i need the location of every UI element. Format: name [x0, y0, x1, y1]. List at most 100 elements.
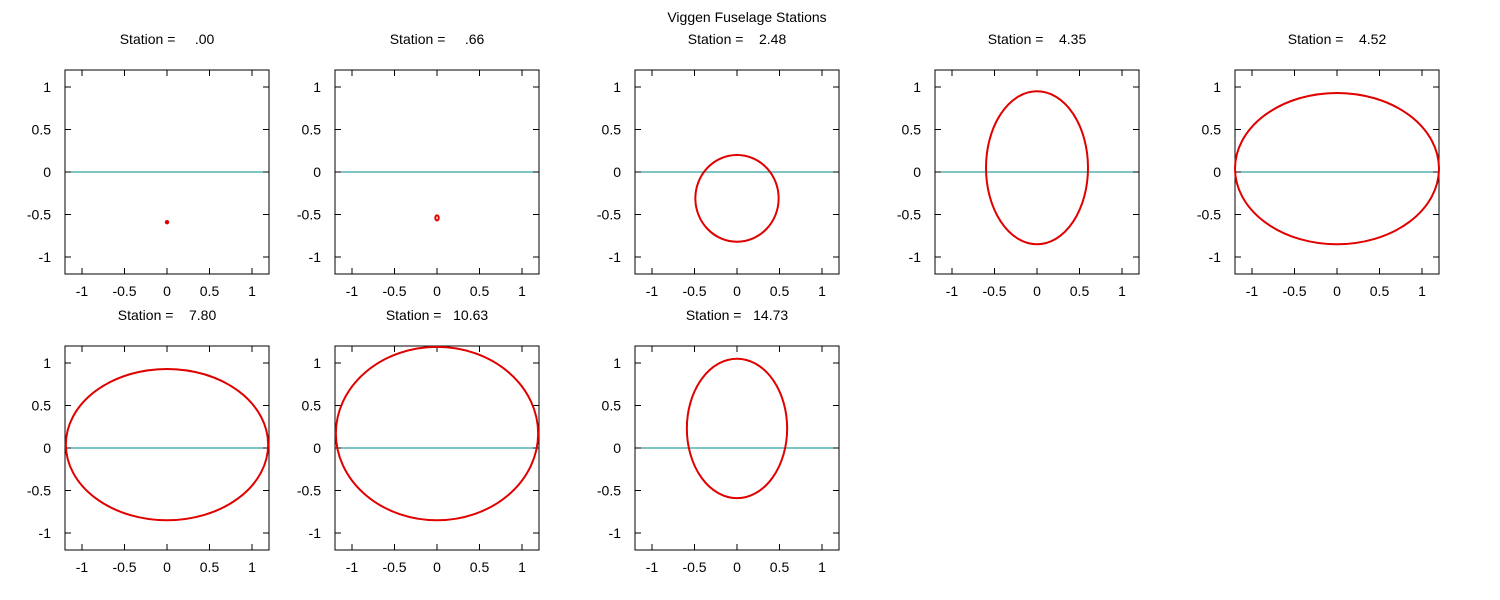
y-tick-label: 0.5	[1202, 122, 1222, 138]
y-tick-label: 0.5	[32, 122, 52, 138]
y-tick-label: 0.5	[32, 398, 52, 414]
station-panels: Station = .00-1 -0.5 0 0.5 110.50-0.5-1Stati…	[27, 31, 1440, 575]
panel-title: Station = 14.73	[686, 307, 789, 323]
x-tick-label: -0.5	[1282, 283, 1306, 299]
y-tick-label: -1	[609, 525, 622, 541]
x-tick-label: 1	[1118, 283, 1126, 299]
station-panel: Station = 14.73 -1 -0.5 0 0.5 1 1 0.5 0 -0.5 -1	[597, 307, 840, 575]
x-tick-label: 0	[163, 559, 171, 575]
y-tick-label: 1	[313, 79, 321, 95]
x-tick-label: -1	[76, 283, 89, 299]
y-tick-label: -0.5	[1197, 207, 1221, 223]
station-panel: Station = 7.80 -1 -0.5 0 0.5 1 1 0.5 0 -0.5 -1	[27, 307, 270, 575]
fuselage-cross-section	[334, 345, 540, 522]
y-tick-label: 0	[313, 440, 321, 456]
station-panel: Station = 4.35 -1 -0.5 0 0.5 1 1 0.5 0 -0.5 -1	[897, 31, 1140, 299]
station-panel: Station = 4.52 -1 -0.5 0 0.5 1 1 0.5 0 -0.5 -1	[1197, 31, 1440, 299]
x-tick-label: -1	[346, 559, 359, 575]
fuselage-cross-section	[434, 214, 440, 222]
panel-title: Station = .00	[120, 31, 215, 47]
panel-title: Station = 4.52	[1288, 31, 1387, 47]
x-tick-label: 0.5	[770, 559, 790, 575]
x-tick-label: 1	[818, 559, 826, 575]
station-panel: Station = .00 -1 -0.5 0 0.5 1 1 0.5 0 -0.5 -1	[27, 31, 270, 299]
fuselage-cross-section	[694, 154, 780, 243]
y-tick-label: -1	[609, 249, 622, 265]
x-tick-label: 0	[1033, 283, 1041, 299]
panel-title: Station = .66	[390, 31, 485, 47]
fuselage-cross-section	[985, 90, 1089, 246]
y-tick-label: -0.5	[597, 483, 621, 499]
station-panel: Station = 2.48 -1 -0.5 0 0.5 1 1 0.5 0 -0.5 -1	[597, 31, 840, 299]
panel-title: Station = 10.63	[386, 307, 489, 323]
x-tick-label: 0	[1333, 283, 1341, 299]
station-panel: Station = 10.63 -1 -0.5 0 0.5 1 1 0.5 0 -0.5 -1	[297, 307, 540, 575]
y-tick-label: -0.5	[597, 207, 621, 223]
figure-title: Viggen Fuselage Stations	[667, 9, 826, 25]
y-tick-label: 0	[43, 440, 51, 456]
y-tick-label: -0.5	[297, 207, 321, 223]
x-tick-label: 0.5	[1070, 283, 1090, 299]
x-tick-label: 0	[433, 283, 441, 299]
y-tick-label: 0.5	[302, 398, 322, 414]
x-tick-label: 0.5	[470, 559, 490, 575]
x-tick-label: 1	[818, 283, 826, 299]
fuselage-cross-section	[64, 367, 270, 522]
x-tick-label: 0	[733, 559, 741, 575]
x-tick-label: 1	[248, 559, 256, 575]
x-tick-label: 0.5	[1370, 283, 1390, 299]
x-tick-label: 0.5	[770, 283, 790, 299]
y-tick-label: -1	[39, 525, 52, 541]
panel-title: Station = 4.35	[988, 31, 1087, 47]
x-tick-label: -0.5	[112, 283, 136, 299]
x-tick-label: -0.5	[112, 559, 136, 575]
x-tick-label: -1	[1246, 283, 1259, 299]
y-tick-label: 1	[613, 355, 621, 371]
y-tick-label: -1	[39, 249, 52, 265]
x-tick-label: -1	[646, 283, 659, 299]
x-tick-label: -1	[946, 283, 959, 299]
y-tick-label: 0	[913, 164, 921, 180]
y-tick-label: 1	[613, 79, 621, 95]
x-tick-label: -1	[346, 283, 359, 299]
y-tick-label: 0	[613, 440, 621, 456]
y-tick-label: 0.5	[602, 122, 622, 138]
x-tick-label: 0	[163, 283, 171, 299]
fuselage-cross-section	[1234, 91, 1440, 246]
y-tick-label: 0.5	[902, 122, 922, 138]
fuselage-cross-section	[164, 219, 170, 225]
x-tick-label: 1	[248, 283, 256, 299]
y-tick-label: -1	[1209, 249, 1222, 265]
y-tick-label: 1	[313, 355, 321, 371]
y-tick-label: -1	[909, 249, 922, 265]
x-tick-label: 0.5	[200, 283, 220, 299]
x-tick-label: -0.5	[382, 283, 406, 299]
x-tick-label: 0.5	[470, 283, 490, 299]
x-tick-label: -0.5	[382, 559, 406, 575]
y-tick-label: 0.5	[602, 398, 622, 414]
panel-title: Station = 7.80	[118, 307, 217, 323]
x-tick-label: -0.5	[682, 283, 706, 299]
y-tick-label: 1	[43, 79, 51, 95]
y-tick-label: 0	[1213, 164, 1221, 180]
x-tick-label: 1	[518, 283, 526, 299]
station-panel: Station = .66 -1 -0.5 0 0.5 1 1 0.5 0 -0.5 -1	[297, 31, 540, 299]
y-tick-label: -1	[309, 249, 322, 265]
y-tick-label: 0	[313, 164, 321, 180]
y-tick-label: -0.5	[27, 207, 51, 223]
y-tick-label: -0.5	[897, 207, 921, 223]
y-tick-label: 0	[43, 164, 51, 180]
x-tick-label: 1	[1418, 283, 1426, 299]
x-tick-label: -0.5	[982, 283, 1006, 299]
y-tick-label: 1	[1213, 79, 1221, 95]
y-tick-label: -1	[309, 525, 322, 541]
x-tick-label: -0.5	[682, 559, 706, 575]
x-tick-label: 0.5	[200, 559, 220, 575]
y-tick-label: 0.5	[302, 122, 322, 138]
y-tick-label: 1	[913, 79, 921, 95]
y-tick-label: -0.5	[297, 483, 321, 499]
y-tick-label: -0.5	[27, 483, 51, 499]
x-tick-label: 0	[433, 559, 441, 575]
